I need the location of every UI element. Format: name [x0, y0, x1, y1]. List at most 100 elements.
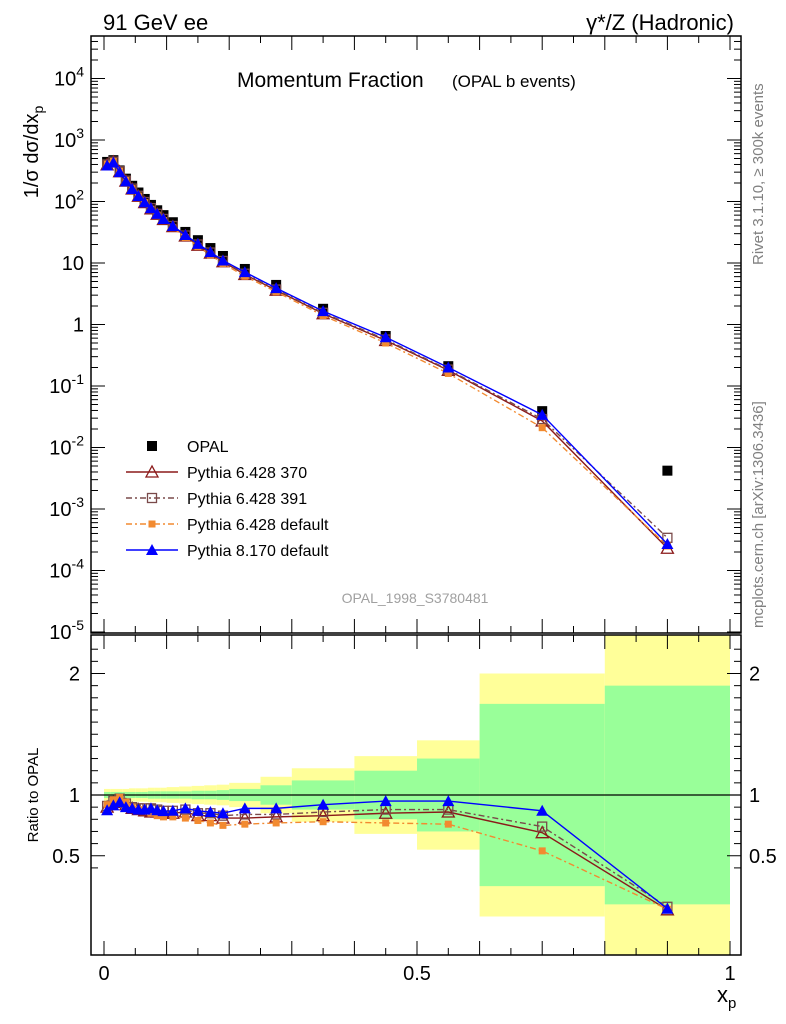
legend-label: Pythia 6.428 370	[187, 465, 307, 482]
ratio-y-tick-label: 1	[69, 785, 80, 807]
data-point	[270, 282, 283, 294]
legend-marker	[148, 520, 156, 528]
data-point	[442, 361, 455, 373]
series-opal	[102, 155, 673, 476]
series-line	[106, 160, 668, 547]
data-point	[119, 175, 132, 187]
legend-marker	[146, 544, 158, 555]
y-tick-label: 10-5	[49, 617, 84, 644]
series-pythia-6-428-391	[101, 156, 673, 543]
ratio-point	[179, 802, 192, 814]
ratio-point	[444, 820, 452, 828]
ratio-point	[166, 804, 179, 816]
plot-title: Momentum Fraction	[237, 69, 424, 92]
legend-marker	[146, 492, 158, 504]
ratio-point	[101, 804, 114, 816]
main-data-layer	[100, 154, 675, 554]
data-point	[107, 156, 120, 168]
ratio-point	[441, 804, 456, 818]
x-tick-label: 0	[98, 963, 109, 985]
legend-marker	[147, 441, 157, 451]
ratio-point	[442, 795, 455, 807]
main-axis-ticks: 10-5 10-4 10-3 10-2 10-1 1 10 102 103 104	[49, 36, 741, 644]
legend-label: Pythia 8.170 default	[187, 543, 329, 560]
ratio-point	[216, 807, 229, 819]
data-point	[166, 219, 179, 231]
ratio-y-tick-label: 0.5	[52, 846, 80, 868]
ratio-point	[191, 804, 204, 816]
ratio-point	[317, 798, 330, 810]
legend-entry: Pythia 6.428 default	[126, 517, 329, 534]
data-point	[132, 189, 145, 201]
data-point	[538, 424, 546, 432]
ratio-point	[379, 795, 392, 807]
ratio-point	[272, 819, 280, 827]
data-point	[138, 196, 151, 208]
ratio-point	[241, 820, 249, 828]
data-point	[144, 202, 157, 214]
x-tick-label: 0.5	[403, 963, 431, 985]
x-tick-label: 1	[724, 963, 735, 985]
rivet-version-label: Rivet 3.1.10, ≥ 300k events	[750, 83, 767, 265]
data-point	[444, 369, 452, 377]
ratio-point	[194, 817, 202, 825]
ratio-point	[661, 902, 674, 914]
ratio-y-tick-label: 2	[69, 664, 80, 686]
data-point	[151, 207, 164, 219]
legend-entry: Pythia 6.428 370	[126, 464, 307, 482]
data-point	[317, 305, 330, 317]
y-tick-label: 104	[54, 64, 84, 91]
ratio-point	[159, 813, 167, 821]
y-tick-label: 10-4	[49, 556, 84, 583]
data-point	[179, 229, 192, 241]
ratio-point	[238, 802, 251, 814]
ratio-point	[378, 805, 393, 819]
ratio-point	[538, 847, 546, 855]
data-point	[662, 465, 673, 476]
ratio-point	[537, 821, 548, 832]
y-tick-label: 102	[54, 187, 84, 214]
ratio-point	[319, 818, 327, 826]
ratio-point	[153, 812, 161, 820]
legend-label: Pythia 6.428 391	[187, 491, 307, 508]
data-point	[216, 254, 229, 266]
ratio-point	[169, 813, 177, 821]
legend-entry: Pythia 6.428 391	[126, 491, 307, 508]
data-point	[191, 237, 204, 249]
legend-entry: OPAL	[147, 439, 229, 456]
ratio-point	[536, 804, 549, 816]
header-left: 91 GeV ee	[103, 10, 208, 35]
ratio-point	[181, 814, 189, 822]
ratio-series-pythia-8-170-default	[101, 795, 674, 914]
ratio-point	[157, 805, 170, 817]
data-point	[126, 182, 139, 194]
ratio-point	[535, 825, 550, 839]
x-axis-title: xp	[717, 982, 736, 1012]
analysis-watermark: OPAL_1998_S3780481	[342, 590, 489, 606]
data-point	[238, 266, 251, 278]
ratio-point	[270, 802, 283, 814]
header-right: γ*/Z (Hadronic)	[586, 10, 734, 35]
y-tick-label: 10-2	[49, 433, 84, 460]
legend: OPAL Pythia 6.428 370 Pythia 6.428 391 Pyth…	[126, 439, 329, 560]
data-point	[661, 537, 674, 549]
ratio-line	[106, 797, 668, 908]
data-point	[204, 246, 217, 258]
y-tick-label: 103	[54, 125, 84, 152]
legend-entry: Pythia 8.170 default	[126, 543, 329, 560]
data-point	[382, 339, 390, 347]
data-point	[113, 166, 126, 178]
y-tick-label: 1	[73, 315, 84, 337]
legend-marker	[144, 464, 160, 478]
legend-label: Pythia 6.428 default	[187, 517, 329, 534]
ratio-point	[107, 799, 120, 811]
y-tick-label: 10	[62, 253, 84, 275]
ratio-point	[219, 821, 227, 829]
ratio-y-axis-title: Ratio to OPAL	[25, 748, 42, 843]
svg-text:1/σ dσ/dxp: 1/σ dσ/dxp	[21, 106, 46, 199]
ratio-point	[113, 796, 126, 808]
series-pythia-8-170-default	[101, 156, 674, 549]
main-y-axis-title: 1/σ dσ/dxp	[21, 106, 46, 199]
ratio-point	[206, 819, 214, 827]
